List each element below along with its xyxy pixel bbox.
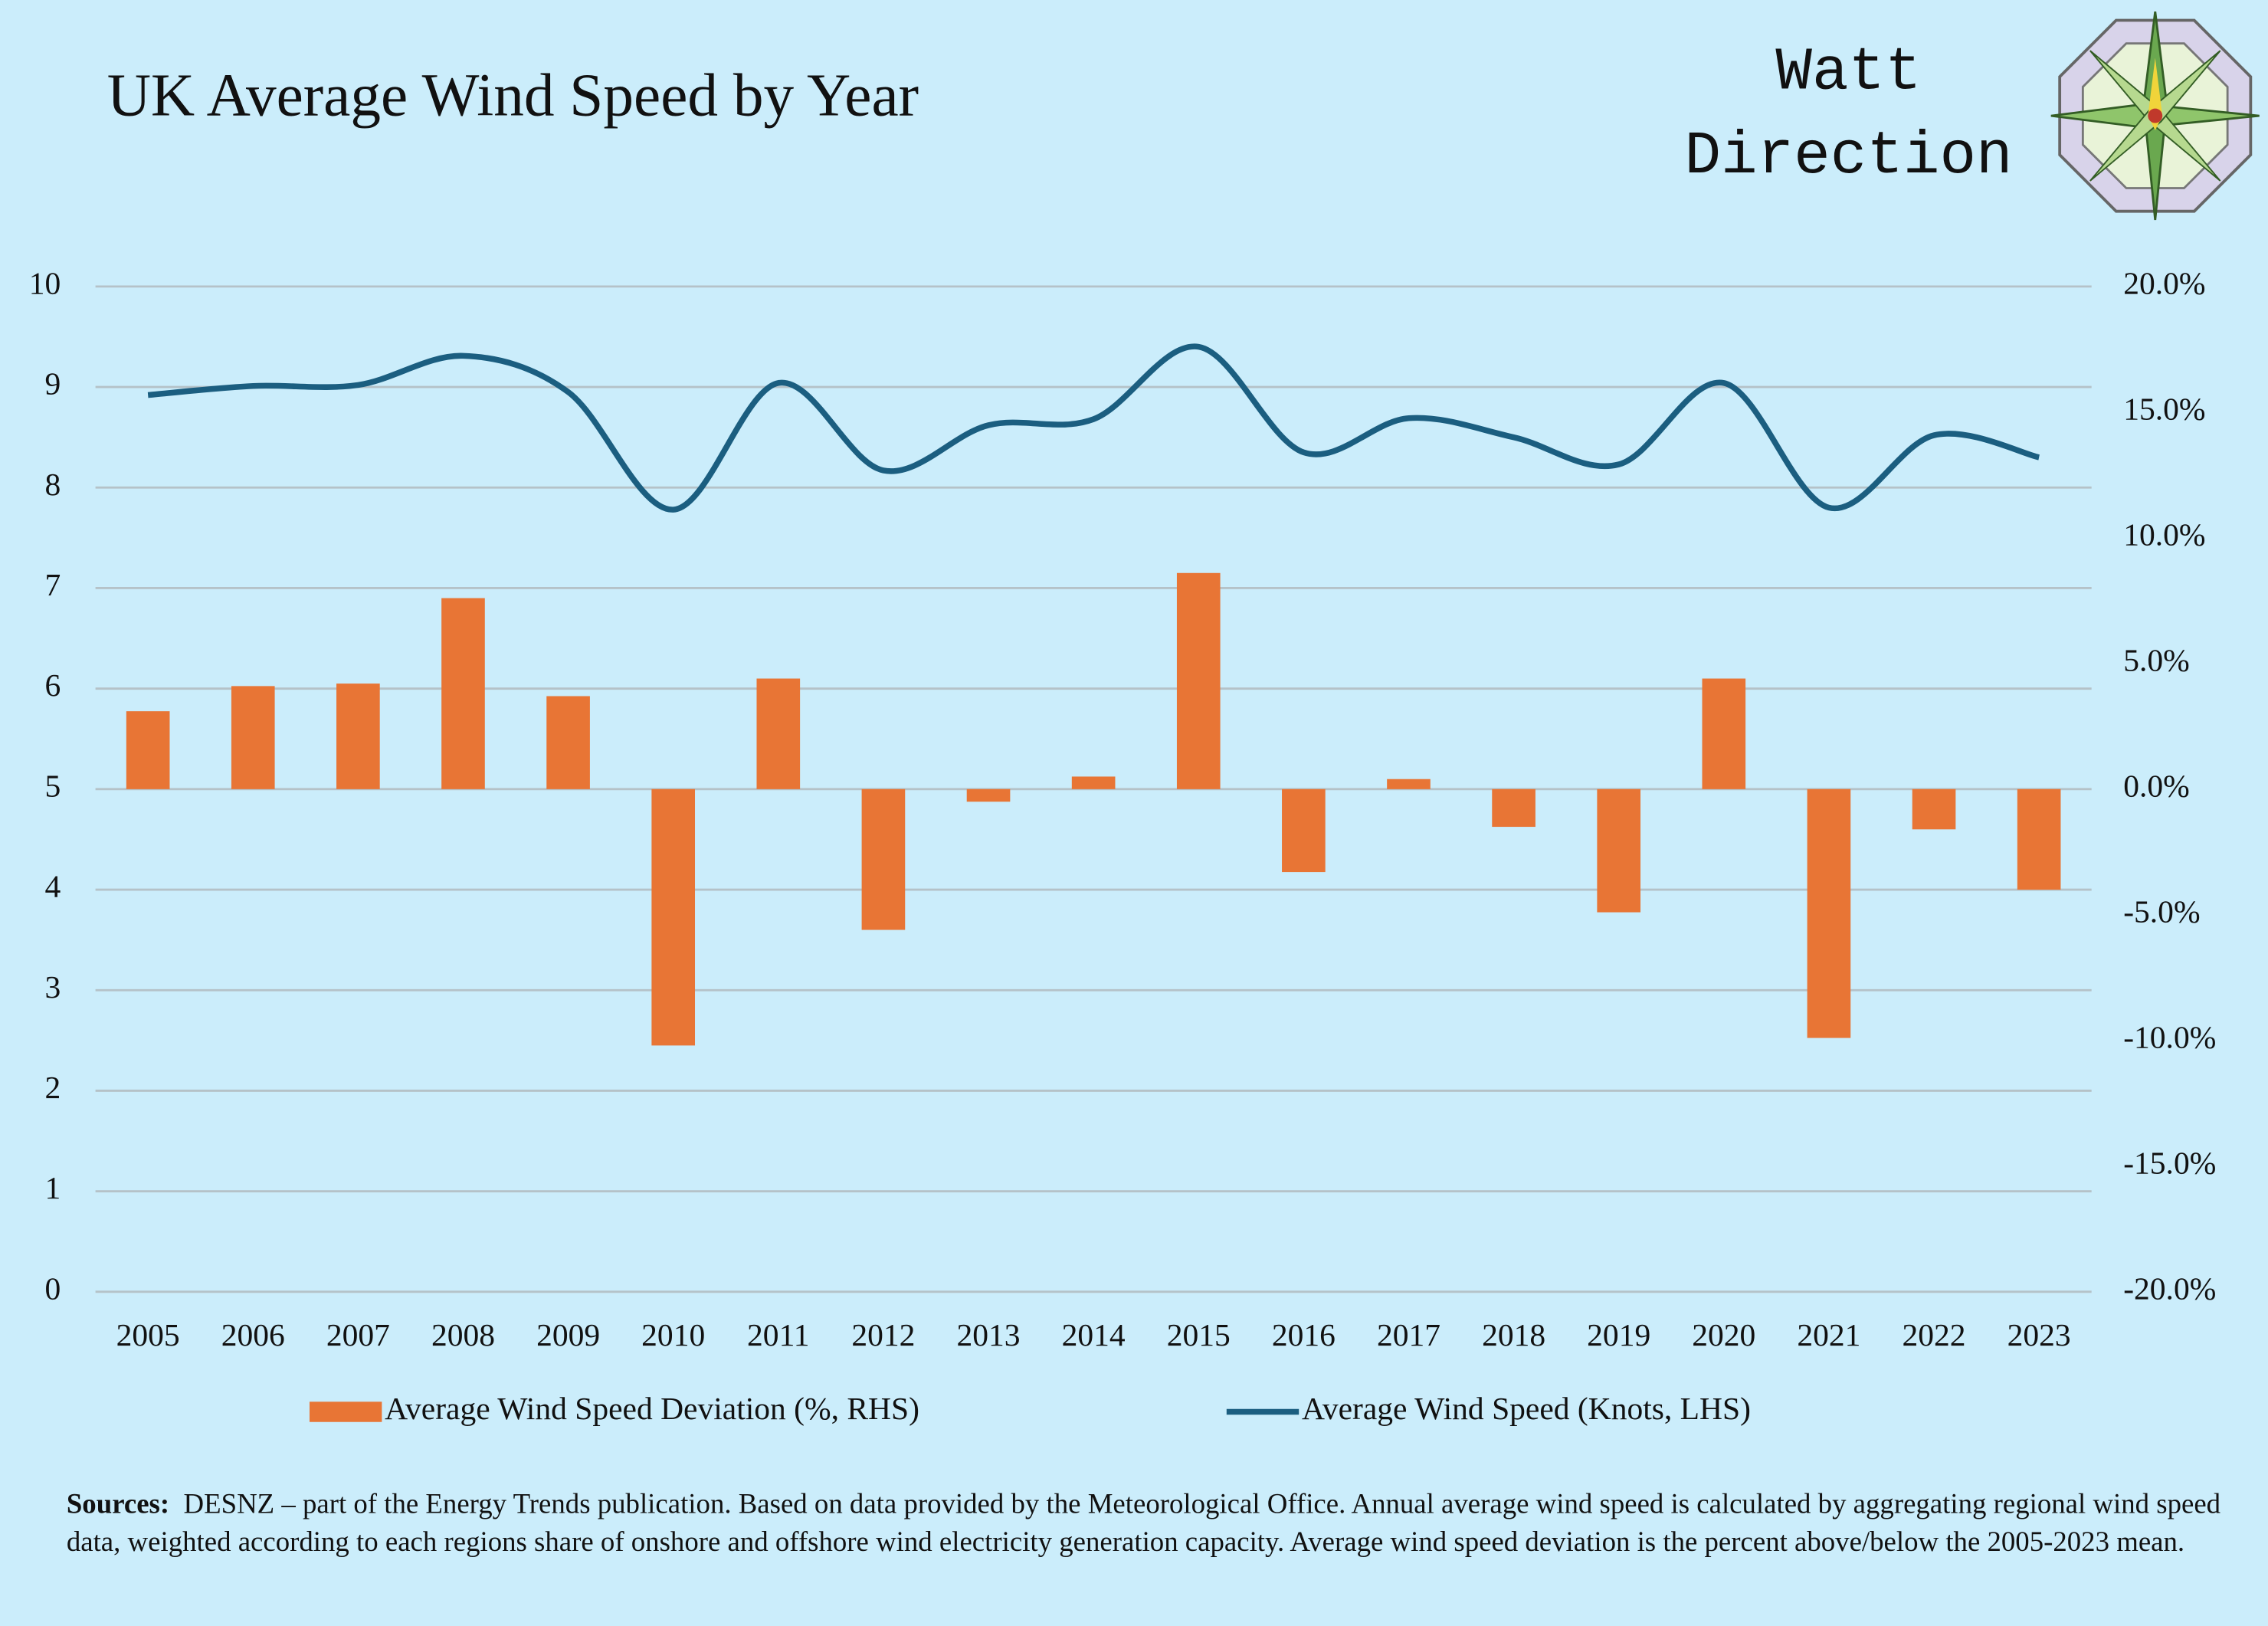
sources: Sources: DESNZ – part of the Energy Tren… [67,1487,2222,1562]
y2-tick-label: 5.0% [2123,642,2189,677]
legend-swatch [309,1401,382,1422]
y2-tick-label: -5.0% [2123,893,2200,929]
sources-text: DESNZ – part of the Energy Trends public… [66,1490,2221,1559]
x-tick-label: 2020 [1692,1317,1755,1352]
y2-tick-label: -15.0% [2123,1145,2216,1180]
bar [126,711,170,789]
logo-text: Direction [1684,122,2012,191]
y2-tick-label: -20.0% [2123,1270,2216,1306]
bar [1912,788,1956,830]
bar [1282,788,1326,873]
legend-label: Average Wind Speed Deviation (%, RHS) [385,1391,919,1427]
x-tick-label: 2008 [431,1317,495,1352]
bar [2017,788,2061,890]
x-tick-label: 2011 [747,1317,810,1352]
x-tick-label: 2010 [641,1317,705,1352]
y-tick-label: 4 [45,869,61,904]
x-tick-label: 2018 [1482,1317,1545,1352]
logo-text: Watt [1775,38,1921,107]
bar [966,788,1011,802]
bar [1387,779,1431,789]
x-tick-label: 2023 [2007,1317,2071,1352]
sources-label: Sources: [66,1490,170,1521]
bar [1176,572,1221,789]
line [147,343,2040,513]
legend-label: Average Wind Speed (Knots, LHS) [1302,1391,1751,1427]
x-tick-label: 2006 [221,1317,285,1352]
bar [1597,788,1641,913]
y2-tick-label: 15.0% [2123,391,2205,426]
y-tick-label: 5 [45,768,61,803]
bar [1071,776,1116,789]
y-tick-label: 10 [29,265,61,300]
sources-box: Sources: DESNZ – part of the Energy Tren… [67,1487,2222,1562]
x-tick-label: 2022 [1903,1317,1966,1352]
y-tick-label: 1 [45,1170,61,1205]
x-tick-label: 2016 [1272,1317,1336,1352]
bar [546,696,590,789]
y-tick-label: 0 [45,1270,61,1306]
x-tick-label: 2013 [957,1317,1021,1352]
bar [756,678,801,789]
x-tick-label: 2019 [1587,1317,1650,1352]
y2-tick-label: 20.0% [2123,265,2205,300]
y2-tick-label: 0.0% [2123,768,2189,803]
bar [1702,678,1746,789]
bar [231,686,275,789]
y-tick-label: 8 [45,467,61,502]
x-tick-label: 2005 [116,1317,180,1352]
bar [861,788,906,930]
y-tick-label: 6 [45,667,61,703]
bar [336,684,380,789]
compass-logo [2050,11,2260,221]
y-tick-label: 3 [45,969,61,1005]
x-tick-label: 2015 [1167,1317,1231,1352]
bar [1807,788,1851,1038]
x-tick-label: 2009 [536,1317,600,1352]
y-tick-label: 9 [45,366,61,402]
y2-tick-label: 10.0% [2123,516,2205,552]
bar [651,788,696,1046]
x-tick-label: 2012 [851,1317,915,1352]
y-tick-label: 2 [45,1070,61,1105]
x-tick-label: 2017 [1377,1317,1440,1352]
chart-title: UK Average Wind Speed by Year [107,61,919,129]
bar [1492,788,1535,828]
x-tick-label: 2021 [1797,1317,1860,1352]
x-tick-label: 2014 [1062,1317,1126,1352]
y2-tick-label: -10.0% [2123,1019,2216,1054]
x-tick-label: 2007 [326,1317,390,1352]
y-tick-label: 7 [45,567,61,602]
bar [441,598,485,789]
